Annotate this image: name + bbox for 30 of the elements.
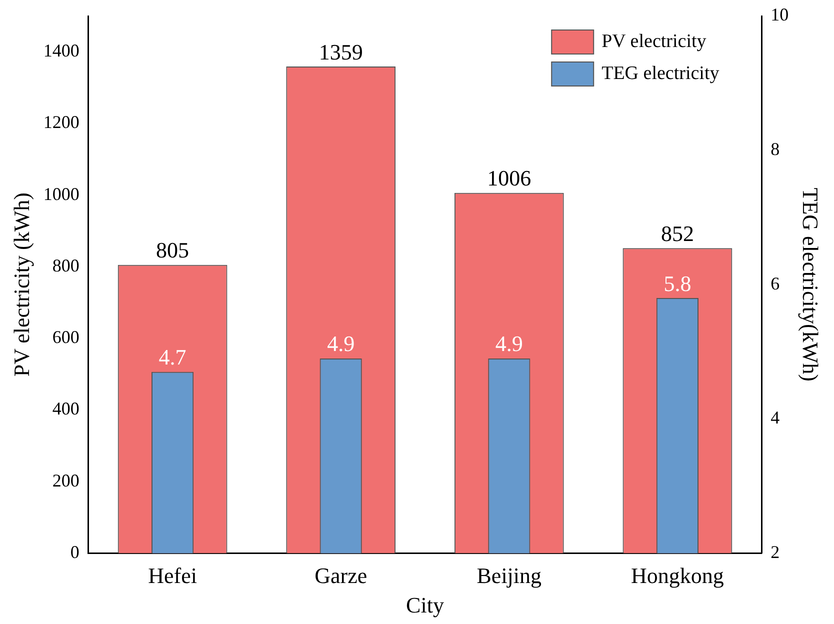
x-tick-label: Hongkong bbox=[631, 563, 724, 588]
y2-tick-label: 10 bbox=[770, 4, 789, 25]
data-label: 4.9 bbox=[327, 331, 355, 356]
y-tick-label: 1000 bbox=[43, 184, 80, 204]
y-tick-label: 400 bbox=[52, 398, 80, 419]
y2-tick-label: 8 bbox=[770, 139, 780, 160]
y-tick-label: 600 bbox=[52, 327, 80, 348]
data-label: 5.8 bbox=[664, 270, 692, 296]
y2-axis-title: TEG electricity(kWh) bbox=[798, 188, 824, 382]
data-label: 4.7 bbox=[158, 344, 186, 370]
data-label: 852 bbox=[660, 220, 694, 246]
y-tick-label: 200 bbox=[52, 470, 80, 490]
y-axis-title: PV electricity (kWh) bbox=[8, 192, 34, 377]
y-tick-label: 1400 bbox=[43, 40, 80, 61]
y-tick-label: 800 bbox=[52, 255, 80, 276]
legend-label: TEG electricity bbox=[602, 62, 720, 84]
legend-label: PV electricity bbox=[602, 30, 707, 52]
y-tick-label: 0 bbox=[70, 542, 80, 562]
y-tick-label: 1200 bbox=[43, 112, 80, 132]
data-label: 4.9 bbox=[495, 331, 523, 356]
y2-tick-label: 2 bbox=[770, 542, 780, 562]
y2-tick-label: 4 bbox=[770, 408, 780, 428]
x-tick-label: Beijing bbox=[476, 563, 542, 588]
y2-tick-label: 6 bbox=[770, 273, 780, 294]
x-tick-label: Garze bbox=[314, 563, 368, 588]
x-axis-title: City bbox=[406, 592, 444, 618]
data-label: 1006 bbox=[487, 166, 532, 191]
data-label: 805 bbox=[156, 238, 190, 263]
data-label: 1359 bbox=[318, 39, 363, 64]
x-tick-label: Hefei bbox=[148, 563, 197, 588]
